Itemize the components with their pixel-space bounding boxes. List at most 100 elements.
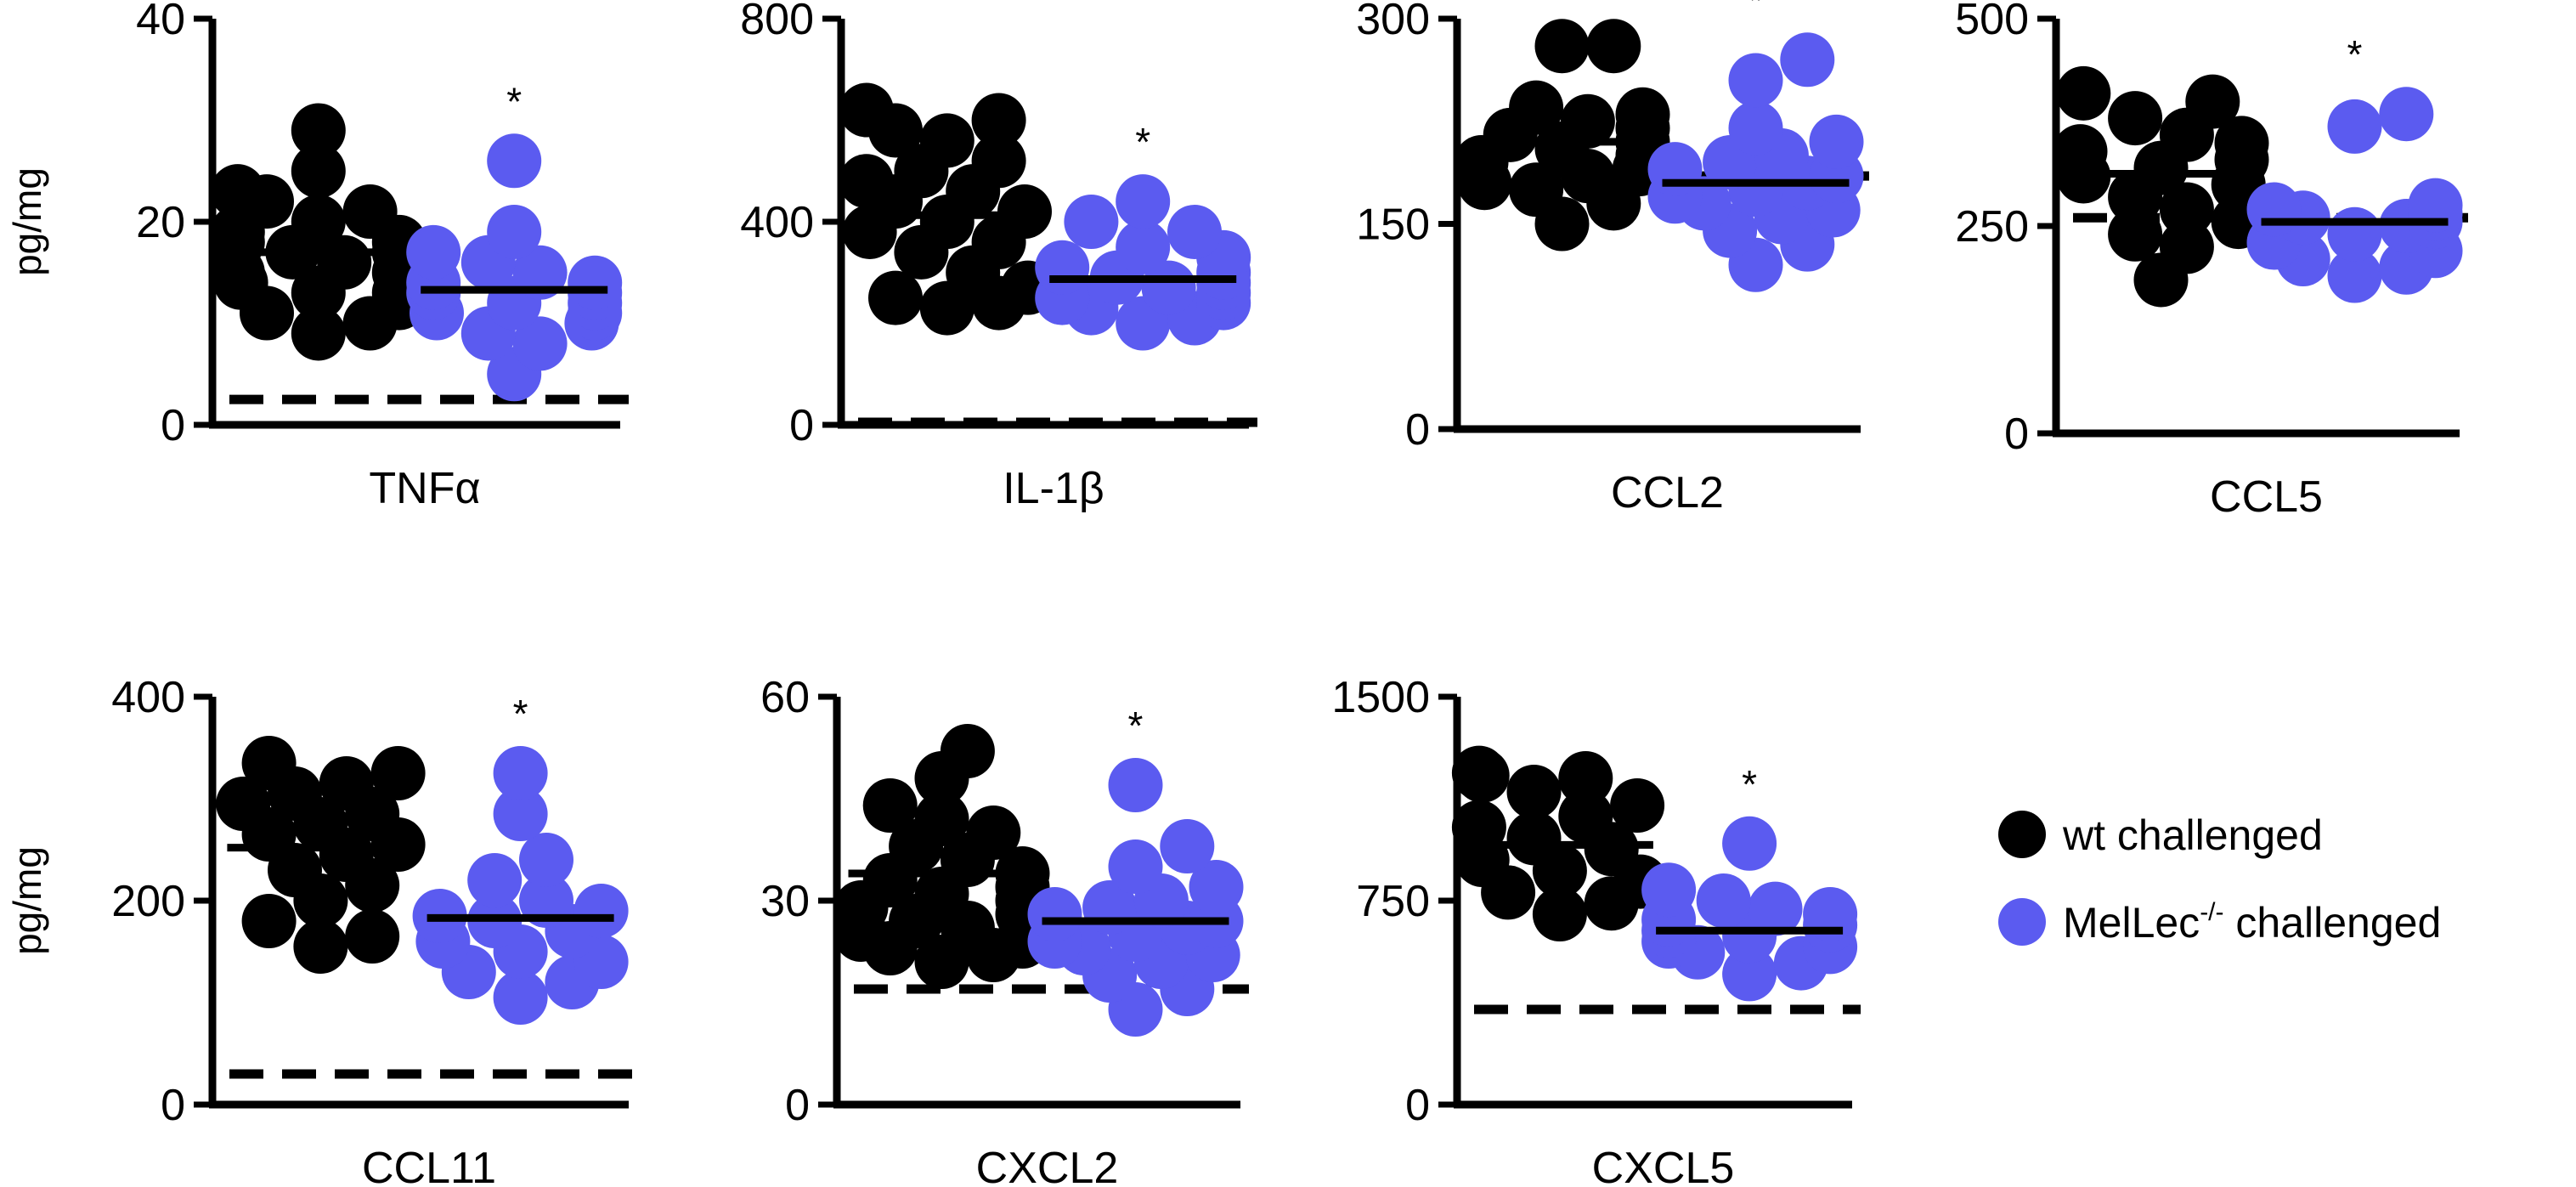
y-tick-label: 0 bbox=[2004, 410, 2029, 459]
wt-point bbox=[1451, 745, 1506, 800]
mellec-point bbox=[1722, 947, 1777, 1002]
y-tick-label: 0 bbox=[1405, 1081, 1430, 1130]
wt-point bbox=[971, 93, 1026, 148]
wt-point bbox=[345, 909, 400, 964]
mellec-point bbox=[493, 746, 548, 800]
wt-point bbox=[966, 805, 1021, 860]
wt-point bbox=[2056, 65, 2111, 121]
wt-point bbox=[1558, 789, 1613, 844]
legend-label: wt challenged bbox=[2062, 811, 2323, 859]
mellec-point bbox=[512, 316, 568, 371]
mellec-point bbox=[467, 853, 523, 907]
wt-point bbox=[839, 154, 894, 209]
wt-point bbox=[1586, 19, 1641, 74]
y-tick-label: 40 bbox=[136, 0, 185, 44]
mellec-point bbox=[2246, 182, 2302, 237]
wt-point bbox=[291, 306, 346, 361]
significance-star: * bbox=[1742, 762, 1757, 806]
legend-item-1: wt challenged bbox=[1998, 811, 2323, 859]
mellec-point bbox=[1027, 887, 1082, 941]
mellec-point bbox=[1189, 860, 1244, 914]
x-axis-label: CXCL2 bbox=[976, 1144, 1119, 1187]
wt-point bbox=[1560, 93, 1615, 149]
y-tick-label: 750 bbox=[1356, 877, 1430, 926]
legend-label: MelLec-/- challenged bbox=[2063, 898, 2441, 947]
y-axis-label: pg/mg bbox=[5, 846, 49, 955]
mellec-point bbox=[2327, 206, 2382, 262]
significance-star: * bbox=[513, 692, 528, 736]
wt-point bbox=[2108, 91, 2163, 146]
mellec-point bbox=[487, 204, 542, 259]
wt-point bbox=[370, 746, 426, 800]
y-tick-label: 1500 bbox=[1331, 673, 1430, 722]
wt-point bbox=[2053, 124, 2108, 179]
x-axis-label: IL-1β bbox=[1003, 464, 1104, 513]
legend-item-2: MelLec-/- challenged bbox=[1998, 898, 2441, 947]
wt-point bbox=[1506, 811, 1562, 866]
mellec-point bbox=[1696, 873, 1751, 928]
y-tick-label: 30 bbox=[760, 877, 810, 926]
wt-point bbox=[1451, 800, 1506, 855]
y-tick-label: 800 bbox=[740, 0, 814, 44]
mellec-point bbox=[1722, 816, 1777, 871]
y-tick-label: 0 bbox=[161, 401, 185, 450]
wt-point bbox=[1558, 751, 1613, 805]
mellec-point bbox=[2327, 248, 2382, 303]
mellec-point bbox=[1108, 839, 1163, 894]
mellec-point bbox=[2379, 87, 2434, 142]
mellec-point bbox=[2327, 99, 2382, 154]
wt-point bbox=[2214, 116, 2269, 171]
y-axis-label: pg/mg bbox=[5, 167, 49, 276]
wt-point bbox=[241, 894, 297, 948]
wt-point bbox=[241, 736, 297, 790]
wt-point bbox=[2159, 219, 2214, 274]
wt-point bbox=[2108, 206, 2163, 262]
y-tick-label: 500 bbox=[1955, 0, 2029, 44]
mellec-point bbox=[1809, 114, 1864, 169]
y-tick-label: 150 bbox=[1356, 201, 1430, 250]
mellec-point bbox=[1647, 142, 1703, 197]
wt-point bbox=[940, 724, 995, 778]
y-tick-label: 20 bbox=[136, 198, 185, 247]
wt-point bbox=[1509, 162, 1564, 218]
wt-point bbox=[1532, 887, 1587, 941]
significance-star: * bbox=[1128, 704, 1144, 748]
x-axis-label: CXCL5 bbox=[1592, 1144, 1735, 1187]
y-tick-label: 200 bbox=[111, 877, 185, 926]
x-axis-label: CCL5 bbox=[2210, 472, 2323, 522]
mellec-point bbox=[1641, 862, 1697, 918]
chart-panel-3: 0 150 300 CCL2 * bbox=[1356, 0, 1869, 517]
significance-star: * bbox=[1135, 120, 1150, 164]
wt-point bbox=[862, 778, 918, 833]
mellec-point bbox=[493, 970, 548, 1025]
wt-point bbox=[1534, 19, 1590, 74]
y-tick-label: 250 bbox=[1955, 202, 2029, 252]
mellec-point bbox=[406, 224, 461, 280]
y-tick-label: 0 bbox=[785, 1081, 810, 1130]
chart-panel-7: 0 750 1500 CXCL5 * bbox=[1331, 673, 1861, 1187]
wt-point bbox=[1506, 765, 1562, 819]
wt-point bbox=[839, 82, 894, 138]
chart-panel-6: 0 30 60 CXCL2 * bbox=[760, 673, 1249, 1187]
wt-point bbox=[868, 270, 923, 325]
significance-star: * bbox=[1748, 0, 1764, 22]
y-tick-label: 0 bbox=[789, 401, 814, 450]
wt-point bbox=[291, 103, 346, 158]
mellec-point bbox=[1035, 240, 1090, 295]
mellec-point bbox=[1116, 174, 1171, 229]
y-tick-label: 0 bbox=[161, 1081, 185, 1130]
legend-wt-marker bbox=[1998, 811, 2046, 858]
legend-mellec-marker bbox=[1998, 898, 2046, 946]
chart-panel-4: 0 250 500 CCL5 * bbox=[1955, 0, 2468, 522]
wt-point bbox=[1509, 80, 1564, 135]
wt-point bbox=[291, 144, 346, 199]
mellec-point bbox=[1728, 100, 1783, 155]
wt-point bbox=[342, 184, 398, 240]
mellec-point bbox=[493, 787, 548, 841]
mellec-point bbox=[1728, 53, 1783, 108]
y-tick-label: 60 bbox=[760, 673, 810, 722]
mellec-point bbox=[1748, 881, 1803, 936]
mellec-point bbox=[1108, 758, 1163, 812]
y-tick-label: 400 bbox=[740, 198, 814, 247]
wt-point bbox=[293, 919, 348, 974]
